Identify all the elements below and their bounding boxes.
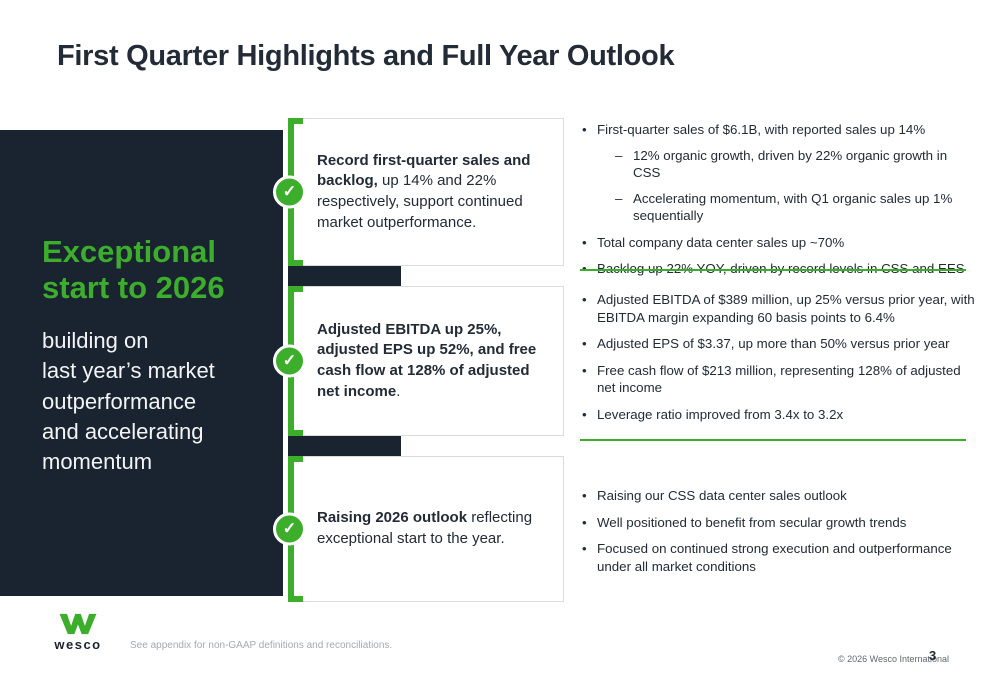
connector-tab [288,436,401,456]
panel-subtext-line: momentum [42,449,153,475]
wesco-logo: wesco [52,612,104,652]
check-icon: ✓ [273,175,306,209]
bullet-item: Total company data center sales up ~70% [580,234,978,252]
wesco-logo-wordmark: wesco [54,637,102,652]
card-text-rest: . [396,382,401,400]
panel-subtext: building on last year’s market outperfor… [42,326,215,478]
detail-section-financials: Adjusted EBITDA of $389 million, up 25% … [580,291,978,432]
panel-headline-line1: Exceptional [42,234,216,269]
bullet-item: Focused on continued strong execution an… [580,540,978,575]
card-text-bold: Record first-quarter sales and backlog, [317,151,531,190]
sub-bullet-item: Accelerating momentum, with Q1 organic s… [613,190,978,225]
card-text-rest: up 14% and 22% respectively, support con… [317,172,523,231]
check-icon: ✓ [273,512,306,546]
sub-bullet-item: 12% organic growth, driven by 22% organi… [613,147,978,182]
connector-tab [288,266,401,286]
bullet-item: Adjusted EPS of $3.37, up more than 50% … [580,335,978,353]
panel-subtext-line: building on [42,328,149,353]
panel-subtext-line: and accelerating [42,419,204,445]
bullet-text: First-quarter sales of $6.1B, with repor… [597,122,926,137]
bullet-item: First-quarter sales of $6.1B, with repor… [580,121,978,225]
copyright: © 2026 Wesco International [838,654,950,664]
green-divider [580,439,966,441]
bullet-item: Raising our CSS data center sales outloo… [580,487,978,505]
highlight-card-ebitda: ✓ Adjusted EBITDA up 25%, adjusted EPS u… [273,286,564,436]
panel-subtext-line: outperformance [42,388,197,414]
wesco-logo-icon [59,613,97,635]
panel-subtext-line: last year’s market [42,358,215,384]
detail-section-sales: First-quarter sales of $6.1B, with repor… [580,121,978,287]
page-number: 3 [929,648,937,663]
card-text-bold: Adjusted EBITDA up 25%, adjusted EPS up … [317,320,537,400]
green-divider [580,269,966,271]
card-text: Record first-quarter sales and backlog, … [289,137,563,248]
panel-headline: Exceptional start to 2026 [42,234,225,306]
check-icon: ✓ [273,344,306,378]
panel-headline-line2: start to 2026 [42,269,225,305]
card-text: Adjusted EBITDA up 25%, adjusted EPS up … [289,306,563,417]
highlight-card-outlook: ✓ Raising 2026 outlook reflecting except… [273,456,564,602]
card-text: Raising 2026 outlook reflecting exceptio… [289,494,563,563]
detail-section-outlook: Raising our CSS data center sales outloo… [580,487,978,584]
bullet-item: Backlog up 22% YOY, driven by record lev… [580,260,978,278]
bullet-item: Leverage ratio improved from 3.4x to 3.2… [580,406,978,424]
bullet-item: Well positioned to benefit from secular … [580,514,978,532]
left-highlight-panel: Exceptional start to 2026 building on la… [0,130,283,596]
highlight-card-sales: ✓ Record first-quarter sales and backlog… [273,118,564,266]
sub-bullets: 12% organic growth, driven by 22% organi… [613,147,978,225]
card-text-bold: Raising 2026 outlook [317,509,468,527]
footnote: See appendix for non-GAAP definitions an… [130,640,393,651]
bullet-item: Adjusted EBITDA of $389 million, up 25% … [580,291,978,326]
card-text-rest: reflecting exceptional start to the year… [317,509,533,547]
bullet-item: Free cash flow of $213 million, represen… [580,362,978,397]
slide-title: First Quarter Highlights and Full Year O… [57,40,675,72]
